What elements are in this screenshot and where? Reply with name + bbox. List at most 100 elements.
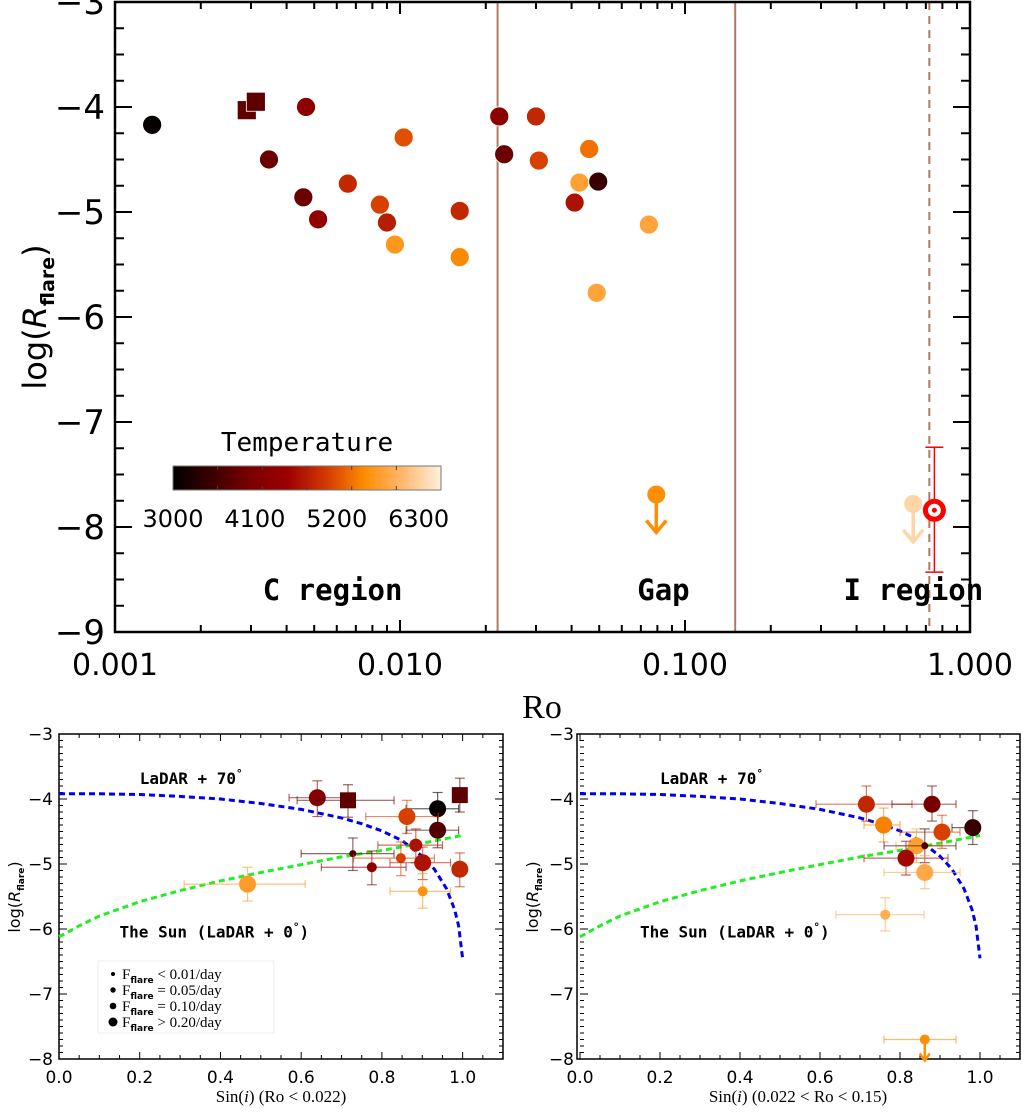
data-point xyxy=(366,862,377,873)
data-point xyxy=(880,909,891,920)
data-point xyxy=(528,150,549,171)
data-point xyxy=(308,789,326,807)
bottom-left-data-points xyxy=(183,777,469,909)
data-point xyxy=(238,875,256,893)
bottom-left-y-axis-label: log(Rflare) xyxy=(5,861,27,932)
bottom-right-y-tick-labels: −3 −4 −5 −6 −7 −8 xyxy=(549,725,574,1070)
data-point xyxy=(494,144,515,165)
bottom-left-panel: −3 −4 −5 −6 −7 −8 0.0 0.2 0.4 0.6 0.8 1.0 Sin(i) (… xyxy=(5,725,504,1106)
top-x-tick-labels: 0.001 0.010 0.100 1.000 xyxy=(72,648,1013,683)
x-tick-label: 0.4 xyxy=(726,1068,753,1088)
data-point xyxy=(369,194,390,215)
model-curve xyxy=(58,833,463,939)
colorbar-tick-label: 3000 xyxy=(142,505,203,533)
y-tick-label: −7 xyxy=(549,985,574,1005)
data-point xyxy=(588,171,609,192)
y-tick-label: −9 xyxy=(55,613,105,653)
x-tick-label: 0.2 xyxy=(126,1068,153,1088)
bottom-left-x-tick-labels: 0.0 0.2 0.4 0.6 0.8 1.0 xyxy=(45,1068,476,1088)
data-point xyxy=(449,247,470,268)
data-point xyxy=(489,106,510,127)
data-point xyxy=(923,795,941,813)
upper-limit-point xyxy=(904,494,923,513)
x-tick-label: 0.6 xyxy=(806,1068,833,1088)
x-tick-label: 0.001 xyxy=(72,648,158,683)
data-point-square xyxy=(451,787,468,804)
upper-limit-arrowhead xyxy=(918,1052,931,1063)
y-tick-label: −6 xyxy=(549,920,574,940)
curve-label: The Sun (LaDAR + 0°) xyxy=(120,920,310,941)
x-tick-label: 1.000 xyxy=(927,648,1013,683)
data-point xyxy=(897,849,915,867)
y-tick-label: −6 xyxy=(55,298,105,338)
data-point xyxy=(293,187,314,208)
region-label: C region xyxy=(263,573,403,607)
x-tick-label: 1.0 xyxy=(449,1068,476,1088)
data-point xyxy=(142,114,163,135)
data-point xyxy=(579,139,600,159)
x-tick-label: 0.2 xyxy=(646,1068,673,1088)
data-point xyxy=(875,816,893,834)
bottom-left-curve-labels: LaDAR + 70° The Sun (LaDAR + 0°) xyxy=(120,767,310,941)
region-labels: C region Gap I region xyxy=(263,573,983,607)
legend-label: Fflare > 0.20/day xyxy=(122,1015,222,1034)
top-panel: −3 −4 −5 −6 −7 −8 −9 0.001 0.010 0.100 1.000 Ro l… xyxy=(16,0,1013,726)
legend-marker xyxy=(111,972,115,976)
data-point xyxy=(857,795,875,813)
data-point xyxy=(564,192,585,213)
data-point-square xyxy=(245,91,266,112)
data-point xyxy=(964,819,982,837)
y-tick-label: −4 xyxy=(549,790,574,810)
data-point xyxy=(308,209,329,230)
curve-label: The Sun (LaDAR + 0°) xyxy=(640,920,830,941)
x-tick-label: 0.4 xyxy=(207,1068,234,1088)
data-point xyxy=(451,860,469,878)
y-tick-label: −8 xyxy=(55,508,105,548)
y-tick-label: −5 xyxy=(549,855,574,875)
data-point xyxy=(398,808,416,826)
bottom-right-data-points xyxy=(815,785,982,1063)
curve-label: LaDAR + 70° xyxy=(660,767,763,788)
y-tick-label: −3 xyxy=(55,0,105,23)
upper-limit-arrowhead xyxy=(644,519,668,536)
legend-marker xyxy=(108,1017,118,1027)
legend-label: Fflare = 0.10/day xyxy=(122,999,222,1018)
top-x-axis-label: Ro xyxy=(522,689,562,726)
colorbar-tick-label: 6300 xyxy=(388,505,449,533)
data-point xyxy=(337,173,358,194)
sun-symbol-dot xyxy=(931,507,937,513)
y-tick-label: −3 xyxy=(28,725,53,745)
data-point xyxy=(259,149,279,170)
data-point xyxy=(586,282,607,303)
y-tick-label: −4 xyxy=(55,88,105,128)
legend-marker xyxy=(110,987,116,993)
bottom-right-x-tick-labels: 0.0 0.2 0.4 0.6 0.8 1.0 xyxy=(566,1068,993,1088)
top-plot-frame xyxy=(113,0,972,634)
data-point xyxy=(414,854,432,872)
data-point xyxy=(921,842,929,850)
x-tick-label: 0.8 xyxy=(886,1068,913,1088)
y-tick-label: −6 xyxy=(28,920,53,940)
bottom-right-panel: −3 −4 −5 −6 −7 −8 0.0 0.2 0.4 0.6 0.8 1.0 Sin(i) (… xyxy=(523,725,1021,1106)
data-point xyxy=(393,127,414,148)
bottom-right-curve-labels: LaDAR + 70° The Sun (LaDAR + 0°) xyxy=(640,767,830,941)
model-curve xyxy=(579,833,981,939)
region-boundaries xyxy=(496,2,931,632)
region-label: I region xyxy=(844,573,984,607)
top-axis-ticks xyxy=(114,1,970,633)
bottom-right-plot-frame xyxy=(576,733,1021,1060)
colorbar-title: Temperature xyxy=(221,428,393,458)
x-tick-label: 0.100 xyxy=(642,648,728,683)
y-tick-label: −8 xyxy=(28,1050,53,1070)
legend-label: Fflare < 0.01/day xyxy=(122,967,222,986)
colorbar-tick-labels: 3000 4100 5200 6300 xyxy=(142,505,449,533)
bottom-right-y-axis-label: log(Rflare) xyxy=(523,861,545,932)
bottom-left-x-axis-label: Sin(i) (Ro < 0.022) xyxy=(216,1087,347,1106)
data-point xyxy=(449,201,470,221)
x-tick-label: 0.6 xyxy=(288,1068,315,1088)
colorbar-tick-label: 4100 xyxy=(224,505,285,533)
bottom-right-x-axis-label: Sin(i) (0.022 < Ro < 0.15) xyxy=(709,1087,887,1106)
y-tick-label: −8 xyxy=(549,1050,574,1070)
